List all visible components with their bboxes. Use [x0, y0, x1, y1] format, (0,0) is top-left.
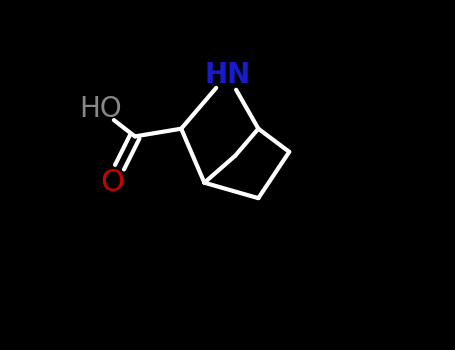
Text: HN: HN	[204, 61, 251, 89]
Text: O: O	[100, 168, 124, 197]
Text: HO: HO	[79, 96, 121, 124]
